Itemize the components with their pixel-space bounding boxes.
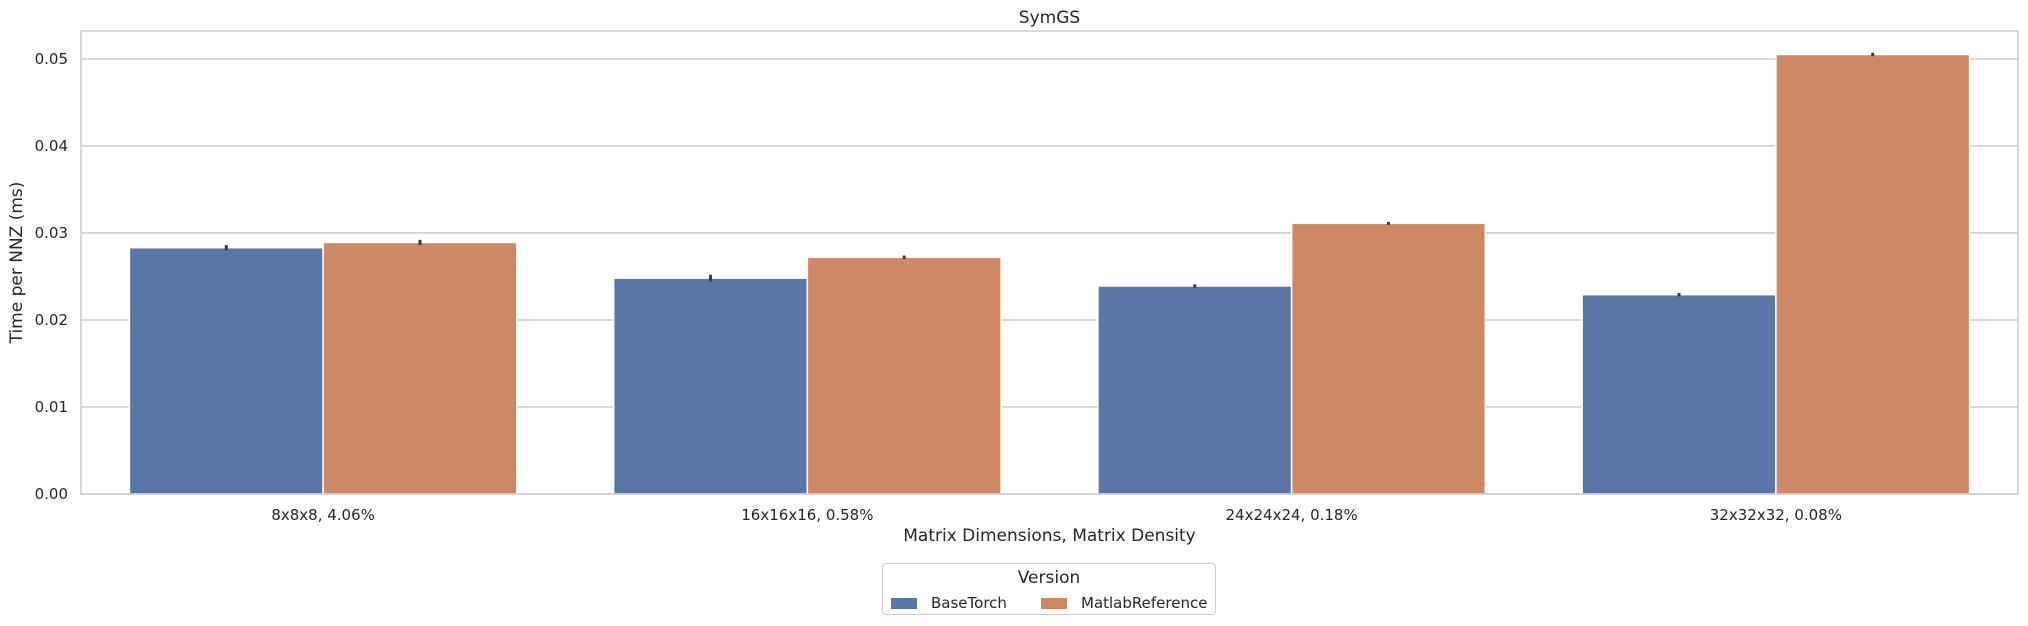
legend-swatch-basetorch (891, 597, 917, 609)
y-tick-label: 0.04 (35, 137, 68, 155)
legend-label-basetorch: BaseTorch (931, 594, 1007, 612)
bar-matlabreference (322, 241, 518, 495)
bar-basetorch (1581, 293, 1777, 495)
bar-matlabreference (1775, 53, 1971, 495)
bar-basetorch (128, 246, 324, 495)
legend-swatch-matlabreference (1041, 597, 1067, 609)
bar-basetorch (1097, 285, 1293, 495)
y-tick-label: 0.03 (35, 224, 68, 242)
x-tick-label: 24x24x24, 0.18% (1226, 506, 1358, 524)
legend: Version BaseTorch MatlabReference (882, 563, 1216, 615)
x-axis-label: Matrix Dimensions, Matrix Density (903, 526, 1196, 546)
legend-item-matlabreference: MatlabReference (1041, 594, 1207, 612)
y-tick-labels: 0.00 0.01 0.02 0.03 0.04 0.05 (35, 50, 68, 503)
bar-basetorch (612, 277, 809, 495)
y-tick-label: 0.01 (35, 398, 68, 416)
legend-item-basetorch: BaseTorch (891, 594, 1007, 612)
bar-matlabreference (1290, 222, 1487, 495)
legend-label-matlabreference: MatlabReference (1081, 594, 1208, 612)
legend-title: Version (1017, 568, 1081, 588)
bars-group (128, 53, 1971, 495)
chart-title: SymGS (1019, 8, 1080, 28)
plot-frame (80, 30, 2019, 495)
x-tick-label: 8x8x8, 4.06% (271, 506, 375, 524)
bar-matlabreference (806, 256, 1002, 495)
error-bars-group (224, 52, 1875, 297)
y-tick-label: 0.00 (35, 485, 68, 503)
x-tick-label: 32x32x32, 0.08% (1710, 506, 1842, 524)
y-tick-label: 0.05 (35, 50, 68, 68)
y-tick-label: 0.02 (35, 311, 68, 329)
x-tick-labels: 8x8x8, 4.06% 16x16x16, 0.58% 24x24x24, 0.1… (271, 506, 1842, 524)
x-tick-label: 16x16x16, 0.58% (741, 506, 873, 524)
y-axis-label: Time per NNZ (ms) (7, 182, 27, 345)
